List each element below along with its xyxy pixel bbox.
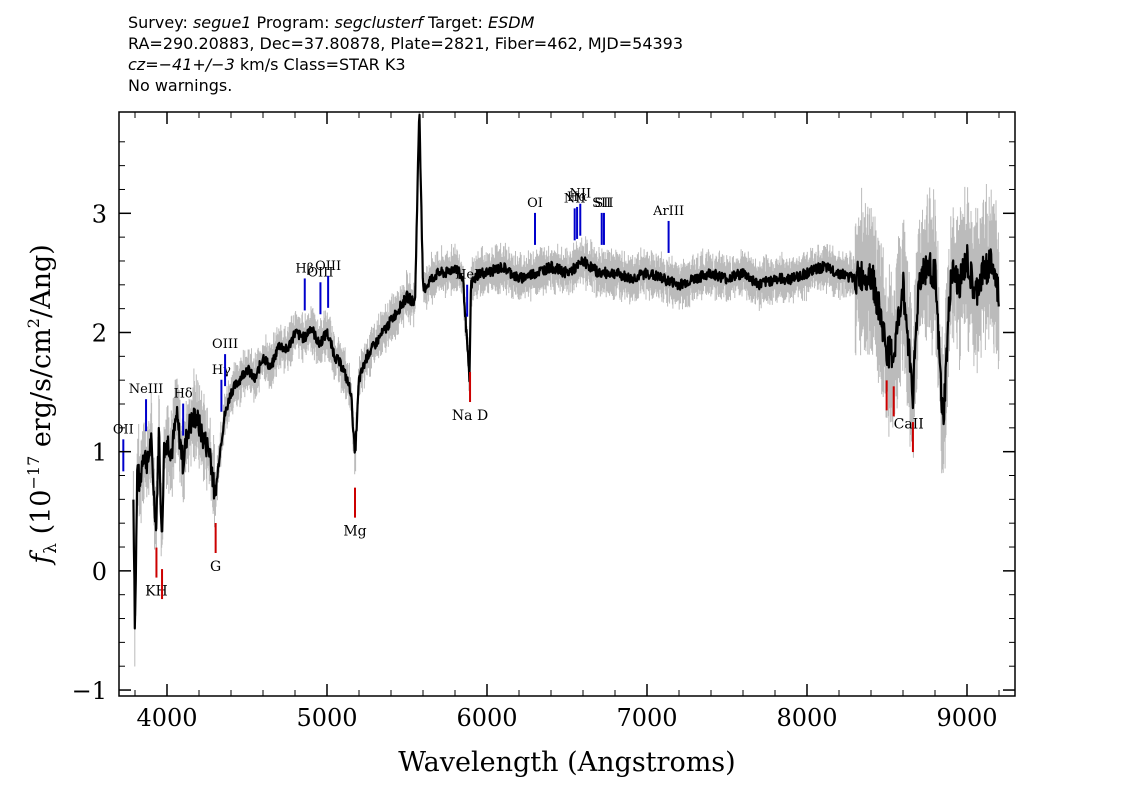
emission-label-h: Hγ <box>212 363 231 378</box>
emission-label-oii: OII <box>113 422 134 437</box>
y-label-units: erg/s/cm <box>26 328 57 456</box>
x-tick-label: 5000 <box>296 704 357 732</box>
x-tick-label: 9000 <box>936 704 997 732</box>
axis-ticks: 4000 5000 6000 7000 8000 9000 −1 0 1 2 3 <box>72 112 1015 732</box>
emission-label-nii: NII <box>564 191 586 206</box>
emission-label-ariii: ArIII <box>652 204 684 219</box>
emission-label-oiii: OIII <box>212 337 238 352</box>
absorption-label-g: G <box>210 559 221 575</box>
emission-label-hei: HeI <box>455 268 479 283</box>
spectrum-header: Survey: segue1 Program: segclusterf Targ… <box>128 12 683 96</box>
x-tick-label: 6000 <box>456 704 517 732</box>
header-survey-line: Survey: segue1 Program: segclusterf Targ… <box>128 12 683 33</box>
emission-label-h: Hβ <box>295 261 314 276</box>
header-coordinates-line: RA=290.20883, Dec=37.80878, Plate=2821, … <box>128 34 684 53</box>
survey-value: segue1 <box>192 13 252 32</box>
y-label-exp: −17 <box>24 456 43 490</box>
cz-value: −41+/−3 <box>158 55 235 74</box>
target-value: ESDM <box>488 13 535 32</box>
emission-label-h: Hδ <box>174 387 193 402</box>
y-tick-label: 2 <box>92 319 107 347</box>
emission-label-oi: OI <box>527 196 543 211</box>
target-label: Target: <box>422 13 488 32</box>
x-tick-label: 8000 <box>776 704 837 732</box>
cz-label: cz= <box>128 55 159 74</box>
emission-label-sii: SII <box>592 196 611 211</box>
y-tick-label: 0 <box>92 558 107 586</box>
emission-label-oiii: OIII <box>315 259 341 274</box>
y-label-open: (10 <box>26 490 57 543</box>
y-axis-label: fλ (10−17 erg/s/cm2/Ang) <box>24 244 61 566</box>
header-warnings-line: No warnings. <box>128 76 233 95</box>
header-redshift-line: cz=−41+/−3 km/s Class=STAR K3 <box>128 54 683 75</box>
y-label-lambda: λ <box>41 543 61 554</box>
absorption-label-na: Na D <box>452 408 488 424</box>
emission-label-h: Hα <box>567 190 587 205</box>
emission-label-neiii: NeIII <box>129 382 163 397</box>
emission-label-nii: NII <box>569 187 591 202</box>
absorption-label-k: KH <box>145 584 168 600</box>
program-label: Program: <box>251 13 335 32</box>
y-tick-label: 3 <box>92 200 107 228</box>
spectrum-line <box>132 113 1000 630</box>
survey-label: Survey: <box>128 13 193 32</box>
absorption-label-caii: CaII <box>894 416 924 432</box>
emission-label-oiii: OIII <box>307 265 333 280</box>
emission-label-sii: SII <box>594 196 613 211</box>
class-text: km/s Class=STAR K3 <box>234 55 406 74</box>
y-label-sq: 2 <box>24 318 43 328</box>
y-axis-label-text: fλ (10−17 erg/s/cm2/Ang) <box>24 244 61 566</box>
x-tick-label: 4000 <box>136 704 197 732</box>
spectrum-series <box>132 113 1000 630</box>
y-tick-label: 1 <box>92 439 107 467</box>
y-label-close: /Ang) <box>26 244 57 318</box>
x-tick-label: 7000 <box>616 704 677 732</box>
y-tick-label: −1 <box>72 677 107 705</box>
absorption-label-mg: Mg <box>343 524 366 540</box>
program-value: segclusterf <box>334 13 423 32</box>
x-axis-label: Wavelength (Angstroms) <box>398 747 735 778</box>
